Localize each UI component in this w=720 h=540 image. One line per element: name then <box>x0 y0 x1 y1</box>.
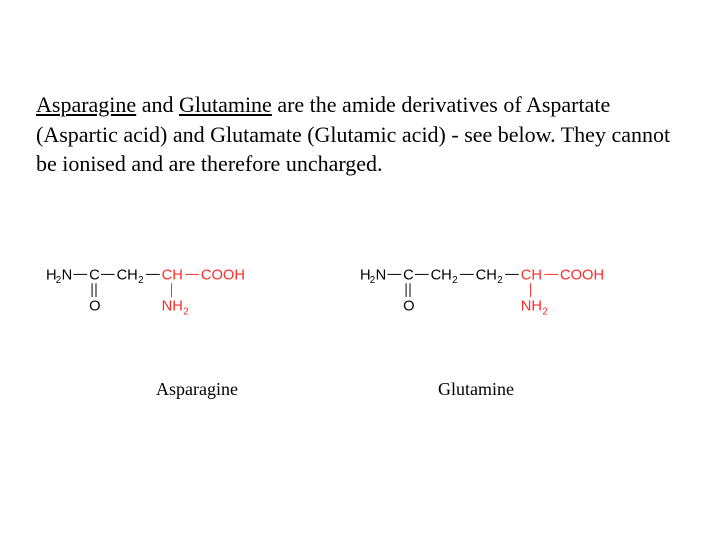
chem-ch2b-g: CH <box>476 267 497 283</box>
chem-n: N <box>62 267 73 283</box>
structure-labels: Asparagine Glutamine <box>36 379 684 400</box>
chem-ch2-sub: 2 <box>138 275 143 286</box>
chem-o-g: O <box>404 299 415 315</box>
chem-o: O <box>89 299 100 315</box>
glutamine-structure: H 2 N C CH 2 CH 2 CH COOH <box>360 259 684 329</box>
chem-n-g: N <box>376 267 387 283</box>
term-glutamine: Glutamine <box>179 92 272 117</box>
chem-ch2: CH <box>117 267 138 283</box>
chem-cooh-red: COOH <box>201 267 245 283</box>
label-asparagine: Asparagine <box>156 379 238 400</box>
description-paragraph: Asparagine and Glutamine are the amide d… <box>36 90 684 179</box>
chem-nh2-red: NH <box>162 299 183 315</box>
chem-ch2a-g: CH <box>431 267 452 283</box>
chem-nh2-sub-g: 2 <box>543 307 548 318</box>
chem-c: C <box>89 267 100 283</box>
chem-sub2-g: 2 <box>370 275 375 286</box>
chem-nh2-sub: 2 <box>183 307 188 318</box>
label-glutamine: Glutamine <box>438 379 514 400</box>
chem-c-g: C <box>404 267 415 283</box>
chem-sub2: 2 <box>56 275 61 286</box>
chem-ch-red: CH <box>162 267 183 283</box>
chem-cooh-red-g: COOH <box>560 267 604 283</box>
chem-ch-red-g: CH <box>521 267 542 283</box>
chemical-structures: H 2 N C CH 2 CH COOH O NH <box>36 259 684 329</box>
chem-nh2-red-g: NH <box>521 299 542 315</box>
slide: Asparagine and Glutamine are the amide d… <box>0 0 720 400</box>
para-mid1: and <box>136 92 179 117</box>
asparagine-structure: H 2 N C CH 2 CH COOH O NH <box>46 259 320 329</box>
chem-ch2a-sub-g: 2 <box>453 275 458 286</box>
chem-ch2b-sub-g: 2 <box>498 275 503 286</box>
term-asparagine: Asparagine <box>36 92 136 117</box>
